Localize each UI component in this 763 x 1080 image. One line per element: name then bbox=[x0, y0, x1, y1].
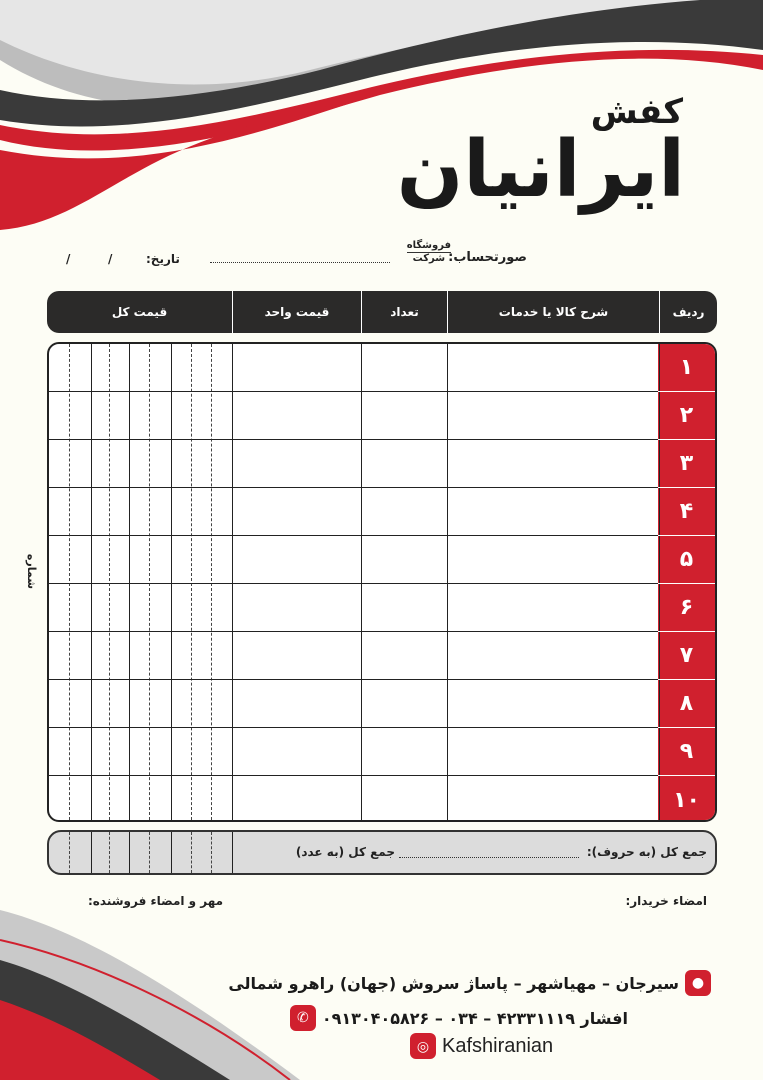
table-row[interactable]: ۴ bbox=[49, 488, 715, 536]
table-row[interactable]: ۷ bbox=[49, 632, 715, 680]
header-row-number: ردیف bbox=[659, 291, 717, 333]
row-number: ۴ bbox=[658, 488, 715, 536]
instagram-icon: ◎ bbox=[410, 1033, 436, 1059]
table-row[interactable]: ۲ bbox=[49, 392, 715, 440]
row-number-column bbox=[658, 344, 715, 820]
date-sep: / bbox=[108, 252, 113, 266]
address: ● سیرجان – مهیاشهر – پاساژ سروش (جهان) ر… bbox=[228, 970, 711, 996]
price-digit-dashed-divider bbox=[109, 832, 110, 873]
price-digit-dashed-divider bbox=[69, 344, 70, 820]
header-unit-price: قیمت واحد bbox=[232, 291, 361, 333]
total-in-words-label: جمع کل (به حروف): bbox=[586, 845, 707, 859]
price-digit-divider bbox=[129, 832, 130, 873]
row-number: ۶ bbox=[658, 584, 715, 632]
table-row[interactable]: ۵ bbox=[49, 536, 715, 584]
row-number: ۱۰ bbox=[673, 787, 700, 813]
row-number: ۱ bbox=[658, 344, 715, 392]
price-digit-dashed-divider bbox=[191, 832, 192, 873]
invoice-type: فروشگاه شرکت bbox=[406, 240, 451, 264]
total-in-words-field[interactable] bbox=[399, 857, 579, 858]
row-number: ۳ bbox=[658, 440, 715, 488]
table-row[interactable]: ۶ bbox=[49, 584, 715, 632]
phone: افشار ۴۲۳۳۱۱۱۹ – ۰۳۴ – ۰۹۱۳۰۴۰۵۸۲۶ ✆ bbox=[289, 1005, 628, 1031]
side-label: شماره bbox=[25, 553, 39, 590]
column-divider bbox=[447, 344, 448, 820]
date-sep: / bbox=[66, 252, 71, 266]
total-in-numbers-label: جمع کل (به عدد) bbox=[295, 845, 395, 859]
price-digit-divider bbox=[171, 344, 172, 820]
column-divider bbox=[361, 344, 362, 820]
price-digit-divider bbox=[91, 344, 92, 820]
location-pin-icon: ● bbox=[685, 970, 711, 996]
table-header: ردیف شرح کالا یا خدمات تعداد قیمت واحد ق… bbox=[47, 291, 717, 333]
instagram: ◎ Kafshiranian bbox=[410, 1033, 553, 1059]
table-row[interactable]: ۱۰ bbox=[49, 776, 715, 820]
row-number: ۲ bbox=[658, 392, 715, 440]
price-digit-dashed-divider bbox=[149, 344, 150, 820]
date-label: تاریخ: bbox=[146, 252, 180, 266]
row-number: ۵ bbox=[658, 536, 715, 584]
instagram-handle[interactable]: Kafshiranian bbox=[442, 1034, 554, 1057]
row-number: ۷ bbox=[658, 632, 715, 680]
invoice-label: صورتحساب: bbox=[448, 250, 527, 265]
table-row[interactable]: ۹ bbox=[49, 728, 715, 776]
invoice-name-field[interactable] bbox=[210, 262, 390, 263]
header-quantity: تعداد bbox=[361, 291, 447, 333]
price-digit-dashed-divider bbox=[211, 344, 212, 820]
row-number: ۸ bbox=[658, 680, 715, 728]
price-digit-divider bbox=[91, 832, 92, 873]
phone-text[interactable]: افشار ۴۲۳۳۱۱۱۹ – ۰۳۴ – ۰۹۱۳۰۴۰۵۸۲۶ bbox=[321, 1008, 628, 1028]
header-description: شرح کالا یا خدمات bbox=[447, 291, 659, 333]
seller-type-store: فروشگاه bbox=[406, 240, 451, 253]
address-text: سیرجان – مهیاشهر – پاساژ سروش (جهان) راه… bbox=[228, 973, 679, 993]
price-digit-dashed-divider bbox=[69, 832, 70, 873]
price-digit-dashed-divider bbox=[109, 344, 110, 820]
brand-line1: کفش bbox=[590, 92, 683, 132]
seller-type-company: شرکت bbox=[412, 253, 446, 264]
column-divider bbox=[232, 832, 233, 873]
price-digit-dashed-divider bbox=[149, 832, 150, 873]
table-row[interactable]: ۱ bbox=[49, 344, 715, 392]
column-divider bbox=[232, 344, 233, 820]
price-digit-divider bbox=[129, 344, 130, 820]
table-row[interactable]: ۳ bbox=[49, 440, 715, 488]
seller-signature-label: مهر و امضاء فروشنده: bbox=[88, 894, 224, 908]
column-divider bbox=[659, 344, 660, 820]
phone-icon: ✆ bbox=[289, 1005, 316, 1031]
table-row[interactable]: ۸ bbox=[49, 680, 715, 728]
brand-name: ایرانیان bbox=[396, 125, 687, 215]
buyer-signature-label: امضاء خریدار: bbox=[625, 894, 707, 908]
price-digit-divider bbox=[171, 832, 172, 873]
price-digit-dashed-divider bbox=[211, 832, 212, 873]
row-number: ۹ bbox=[658, 728, 715, 776]
price-digit-dashed-divider bbox=[191, 344, 192, 820]
total-row: جمع کل (به حروف): جمع کل (به عدد) bbox=[47, 830, 717, 875]
header-total-price: قیمت کل bbox=[111, 305, 168, 319]
table-body: ۱ ۲ ۳ ۴ ۵ ۶ ۷ ۸ ۹ ۱۰ bbox=[47, 342, 717, 822]
